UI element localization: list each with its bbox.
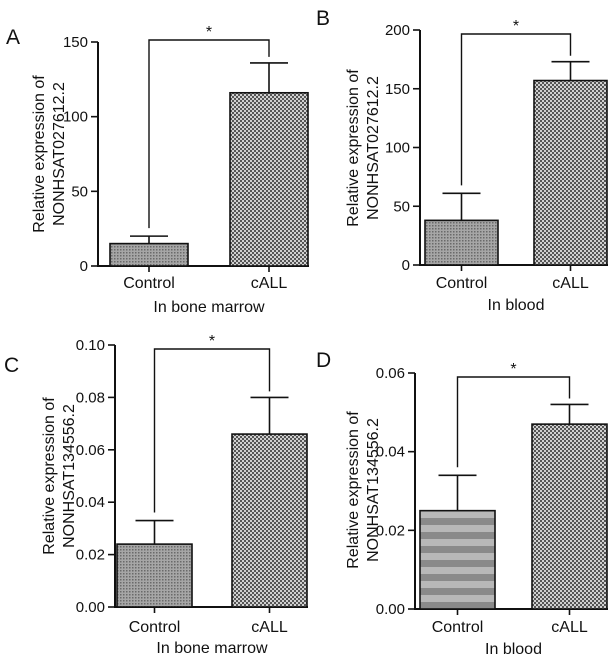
bar-control <box>424 219 499 266</box>
bar-call <box>533 79 608 266</box>
y-tick-label: 50 <box>71 183 88 200</box>
y-tick-label: 0.00 <box>76 599 105 616</box>
bar-call <box>531 423 608 610</box>
bar-control <box>109 242 189 267</box>
y-axis-label-line2: NONHSAT027612.2 <box>51 82 68 226</box>
y-tick-label: 0.04 <box>76 494 105 511</box>
bar-call <box>231 433 308 608</box>
y-axis-label-line1: Relative expression of <box>41 397 58 555</box>
category-label: Control <box>129 619 181 636</box>
y-tick-label: 0 <box>80 258 88 275</box>
significance-bracket <box>460 33 572 186</box>
panel-b: B 0 50 100 150 200 Control cALL * Relative expres… <box>316 7 608 314</box>
y-tick-label: 0.10 <box>76 337 105 354</box>
x-axis-label: In blood <box>485 641 542 658</box>
significance-star: * <box>513 18 519 35</box>
y-axis-label-line2: NONHSAT134556.2 <box>365 418 382 562</box>
y-axis-label: Relative expression of NONHSAT134556.2 <box>41 397 78 555</box>
y-tick-label: 50 <box>393 198 410 215</box>
panel-c: C 0.00 0.02 0.04 0.06 0.08 0.10 Control cALL * Rel… <box>4 333 308 657</box>
y-axis-label: Relative expression of NONHSAT027612.2 <box>345 69 382 227</box>
bar-call <box>229 91 309 267</box>
y-tick-label: 200 <box>385 22 410 39</box>
y-tick-label: 150 <box>385 81 410 98</box>
category-label: Control <box>432 619 484 636</box>
panel-a: A 0 50 100 150 Control cALL * Relative expressio… <box>6 24 309 316</box>
panel-letter: D <box>316 349 331 372</box>
y-tick-label: 0.02 <box>376 522 405 539</box>
y-tick-label: 0.02 <box>76 547 105 564</box>
y-tick-label: 0.08 <box>76 389 105 406</box>
y-tick-label: 150 <box>63 34 88 51</box>
y-axis-label-line1: Relative expression of <box>345 69 362 227</box>
y-axis-label-line1: Relative expression of <box>31 75 48 233</box>
y-axis-label-line1: Relative expression of <box>345 411 362 569</box>
y-tick-label: 0.00 <box>376 601 405 618</box>
category-label: Control <box>123 275 175 292</box>
x-axis-label: In blood <box>488 297 545 314</box>
category-label: cALL <box>552 275 589 292</box>
category-label: cALL <box>551 619 588 636</box>
significance-star: * <box>209 333 215 350</box>
x-axis-label: In bone marrow <box>156 640 268 657</box>
significance-bracket <box>456 376 571 468</box>
panel-letter: B <box>316 7 330 30</box>
significance-bracket <box>153 348 271 513</box>
category-label: Control <box>436 275 488 292</box>
y-axis-label: Relative expression of NONHSAT027612.2 <box>31 75 68 233</box>
significance-star: * <box>206 24 212 41</box>
x-axis-label: In bone marrow <box>153 299 265 316</box>
bar-control <box>419 509 496 610</box>
y-axis-label-line2: NONHSAT027612.2 <box>365 76 382 220</box>
y-tick-label: 0 <box>402 257 410 274</box>
bar-control <box>116 543 193 608</box>
y-tick-label: 0.06 <box>376 365 405 382</box>
y-tick-label: 100 <box>63 109 88 126</box>
significance-star: * <box>510 361 516 378</box>
y-tick-label: 0.06 <box>76 442 105 459</box>
y-tick-label: 0.04 <box>376 444 405 461</box>
category-label: cALL <box>251 275 288 292</box>
significance-bracket <box>148 39 270 229</box>
y-tick-label: 100 <box>385 140 410 157</box>
category-label: cALL <box>251 619 288 636</box>
panel-letter: A <box>6 26 20 49</box>
panel-d: D 0.00 0.02 0.04 0.06 Control cALL * Relative ex… <box>316 349 608 658</box>
y-axis-label-line2: NONHSAT134556.2 <box>61 404 78 548</box>
y-axis-label: Relative expression of NONHSAT134556.2 <box>345 411 382 569</box>
panel-letter: C <box>4 354 19 377</box>
